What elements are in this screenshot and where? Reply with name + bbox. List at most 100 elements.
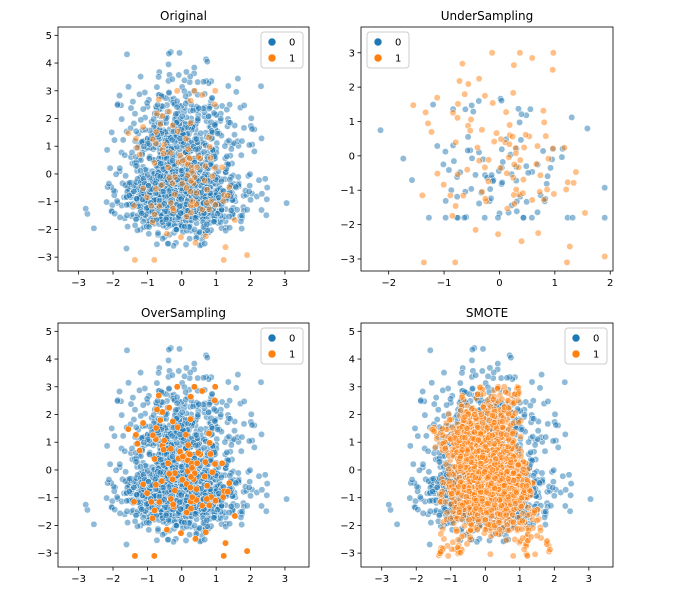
data-point [439,160,447,168]
data-point [198,206,206,214]
data-point [186,235,194,243]
data-point [524,169,532,177]
data-point [213,506,221,514]
data-point [453,193,461,201]
data-point [176,49,183,57]
data-point [203,58,211,66]
data-point [551,410,559,418]
data-point [173,393,181,401]
data-point [565,471,573,479]
data-point [181,519,189,527]
data-point [224,488,232,496]
data-point [147,498,155,506]
data-point [187,393,195,401]
data-point [227,206,235,214]
data-point [164,240,172,248]
y-tick-label: 2 [46,114,52,125]
data-point [192,135,200,143]
data-point [163,526,171,534]
data-point [103,494,111,502]
data-point [472,171,479,179]
data-point [130,187,138,195]
data-point [116,164,124,172]
data-point [205,105,213,112]
data-point [198,387,206,395]
data-point [182,135,190,143]
data-point [566,507,574,515]
data-point [149,218,156,226]
x-tick-label: −1 [140,574,155,585]
data-point [132,215,140,223]
data-point [177,505,185,513]
data-point [446,192,454,199]
data-point [190,87,198,95]
data-point [197,129,205,137]
data-point [162,511,170,519]
data-point [522,131,530,139]
data-point [188,493,196,501]
data-point [150,115,158,123]
data-point [509,174,517,182]
data-point [168,371,176,379]
data-point [116,388,123,395]
data-point [238,433,246,441]
data-point [225,213,233,221]
data-point [154,229,162,237]
data-point [238,521,246,529]
data-point [564,178,572,186]
data-point [481,92,489,100]
data-point [440,369,448,377]
y-tick-label: −3 [37,253,52,264]
data-point [226,224,234,232]
data-point [168,75,176,83]
data-point [130,202,138,210]
data-point [211,121,219,129]
data-point [255,472,263,480]
data-point [153,83,161,91]
data-point [211,397,219,404]
x-tick-label: −3 [71,278,86,289]
data-point [184,441,192,449]
data-point [246,182,254,190]
data-point [488,171,496,179]
data-point [155,202,163,210]
data-point [233,502,241,510]
axes-frame [360,26,614,272]
data-point [245,484,253,492]
data-point [210,514,218,522]
data-point [433,142,441,150]
data-point [137,116,145,124]
data-point [225,509,233,517]
data-point [549,437,557,445]
data-point [502,108,510,116]
data-point [176,345,183,353]
data-point [198,502,206,510]
data-point [210,109,218,117]
data-point [199,78,207,86]
data-point [130,483,138,491]
data-point [103,146,111,154]
data-point [159,484,167,492]
data-point [187,473,195,481]
legend-box [260,31,304,69]
data-point [103,442,111,450]
data-point [460,214,468,222]
data-point [131,552,139,560]
data-point [137,73,145,81]
data-point [177,209,185,217]
data-point [220,256,228,264]
data-point [534,142,541,150]
x-tick-label: −1 [437,278,452,289]
data-point [429,101,437,109]
data-point [283,495,291,503]
data-point [468,154,476,162]
data-point [182,241,190,248]
y-tick-label: 2 [349,83,355,94]
data-point [451,258,459,266]
data-point [247,410,255,418]
data-point [205,501,213,509]
data-point [519,189,527,197]
data-point [194,78,202,86]
